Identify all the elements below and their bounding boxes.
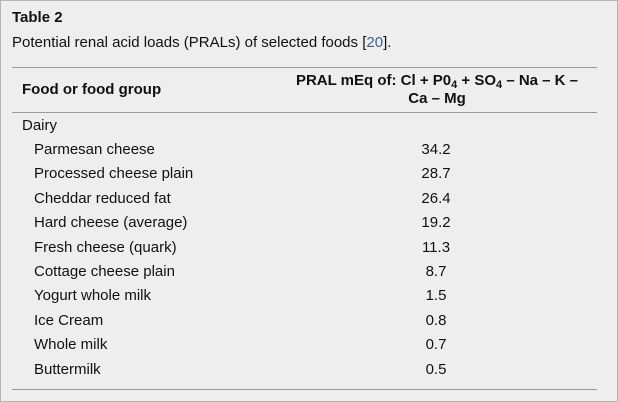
pral-header-mid: + SO: [457, 72, 497, 89]
pral-sub-1: 4: [451, 79, 458, 91]
pral-value: 8.7: [425, 262, 447, 280]
pral-header-prefix: PRAL mEq of: Cl + P0: [295, 72, 452, 89]
food-name: Ice Cream: [34, 311, 104, 329]
table-row: Whole milk 0.7: [1, 333, 617, 357]
table-row: Buttermilk 0.5: [1, 358, 617, 382]
pral-header-suffix: – Na – K –: [502, 72, 579, 89]
food-name: Cottage cheese plain: [34, 262, 175, 280]
column-header-pral: PRAL mEq of: Cl + P04 + SO4 – Na – K – C…: [269, 72, 605, 108]
caption-end: ].: [383, 34, 392, 51]
table-row: Parmesan cheese 34.2: [1, 138, 617, 162]
citation-link[interactable]: 20: [366, 34, 384, 51]
food-name: Fresh cheese (quark): [34, 238, 177, 256]
food-name: Processed cheese plain: [34, 165, 194, 183]
food-name: Whole milk: [34, 336, 108, 354]
table-row: Ice Cream 0.8: [1, 309, 617, 333]
food-name: Buttermilk: [34, 360, 101, 378]
food-name: Yogurt whole milk: [34, 287, 152, 305]
table-row: Cheddar reduced fat 26.4: [1, 187, 617, 211]
table-row: Hard cheese (average) 19.2: [1, 211, 617, 235]
pral-value: 11.3: [421, 238, 451, 256]
table-row: Processed cheese plain 28.7: [1, 162, 617, 186]
pral-value: 28.7: [421, 165, 451, 183]
pral-value: 34.2: [421, 141, 451, 158]
food-name: Cheddar reduced fat: [34, 189, 171, 207]
table-title: Table 2: [12, 9, 63, 26]
food-name: Hard cheese (average): [34, 214, 188, 232]
table-row: Yogurt whole milk 1.5: [1, 284, 617, 308]
pral-value: 0.7: [425, 336, 447, 354]
table-bottom-rule: [12, 389, 597, 390]
pral-value: 26.4: [421, 189, 451, 207]
pral-header-line2: Ca – Mg: [408, 90, 466, 107]
pral-value: 19.2: [421, 214, 451, 232]
pral-value: 0.5: [425, 360, 447, 378]
table-header-rule: [12, 112, 597, 113]
table-body: Parmesan cheese 34.2 Processed cheese pl…: [1, 138, 617, 382]
pral-value: 1.5: [425, 287, 447, 305]
table-row: Fresh cheese (quark) 11.3: [1, 236, 617, 260]
table-caption: Potential renal acid loads (PRALs) of se…: [12, 34, 391, 51]
pral-sub-2: 4: [496, 79, 503, 91]
column-header-food: Food or food group: [22, 81, 162, 98]
pral-value: 0.8: [425, 311, 447, 329]
caption-text: Potential renal acid loads (PRALs) of se…: [12, 34, 367, 51]
food-name: Parmesan cheese: [34, 141, 155, 158]
food-group-label: Dairy: [22, 117, 58, 134]
table-row: Cottage cheese plain 8.7: [1, 260, 617, 284]
table-top-rule: [12, 67, 597, 68]
